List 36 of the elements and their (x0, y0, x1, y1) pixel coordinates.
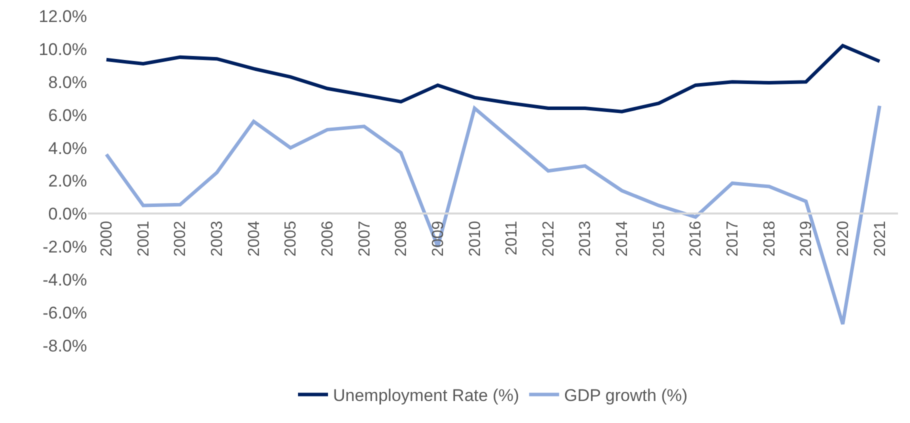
x-tick-label: 2009 (430, 220, 447, 256)
x-tick-label: 2015 (650, 220, 668, 256)
y-tick-label: -6.0% (42, 304, 87, 323)
x-tick-label: 2005 (282, 220, 300, 256)
y-tick-label: -8.0% (42, 336, 87, 356)
y-tick-label: 6.0% (48, 106, 87, 125)
y-tick-label: 12.0% (38, 6, 87, 26)
x-tick-label: 2013 (577, 220, 594, 256)
x-tick-label: 2004 (246, 220, 263, 256)
y-tick-label: 0.0% (48, 204, 87, 224)
x-tick-label: 2010 (466, 220, 484, 256)
y-tick-label: 2.0% (48, 172, 87, 191)
x-tick-label: 2018 (761, 220, 778, 256)
y-tick-label: 8.0% (48, 72, 87, 92)
x-tick-label: 2016 (688, 220, 705, 256)
y-tick-label: 4.0% (48, 138, 87, 158)
x-tick-label: 2012 (540, 220, 558, 256)
x-tick-label: 2017 (724, 220, 742, 256)
x-tick-label: 2006 (320, 220, 337, 256)
x-tick-label: 2001 (135, 220, 152, 256)
legend-label: Unemployment Rate (%) (333, 386, 520, 406)
y-tick-label: -2.0% (42, 238, 87, 257)
legend-label: GDP growth (%) (564, 386, 688, 406)
x-tick-label: 2014 (614, 220, 632, 256)
x-tick-label: 2011 (504, 220, 521, 256)
x-tick-label: 2008 (393, 220, 410, 256)
x-tick-label: 2000 (98, 220, 116, 256)
x-tick-label: 2007 (356, 220, 374, 256)
y-tick-label: -4.0% (42, 270, 87, 290)
x-tick-label: 2020 (834, 220, 852, 256)
line-series (104, 44, 882, 114)
x-tick-label: 2019 (798, 220, 816, 256)
x-tick-label: 2003 (209, 220, 226, 256)
x-tick-label: 2002 (172, 220, 190, 256)
y-tick-label: 10.0% (38, 40, 87, 59)
x-tick-label: 2021 (872, 220, 889, 256)
